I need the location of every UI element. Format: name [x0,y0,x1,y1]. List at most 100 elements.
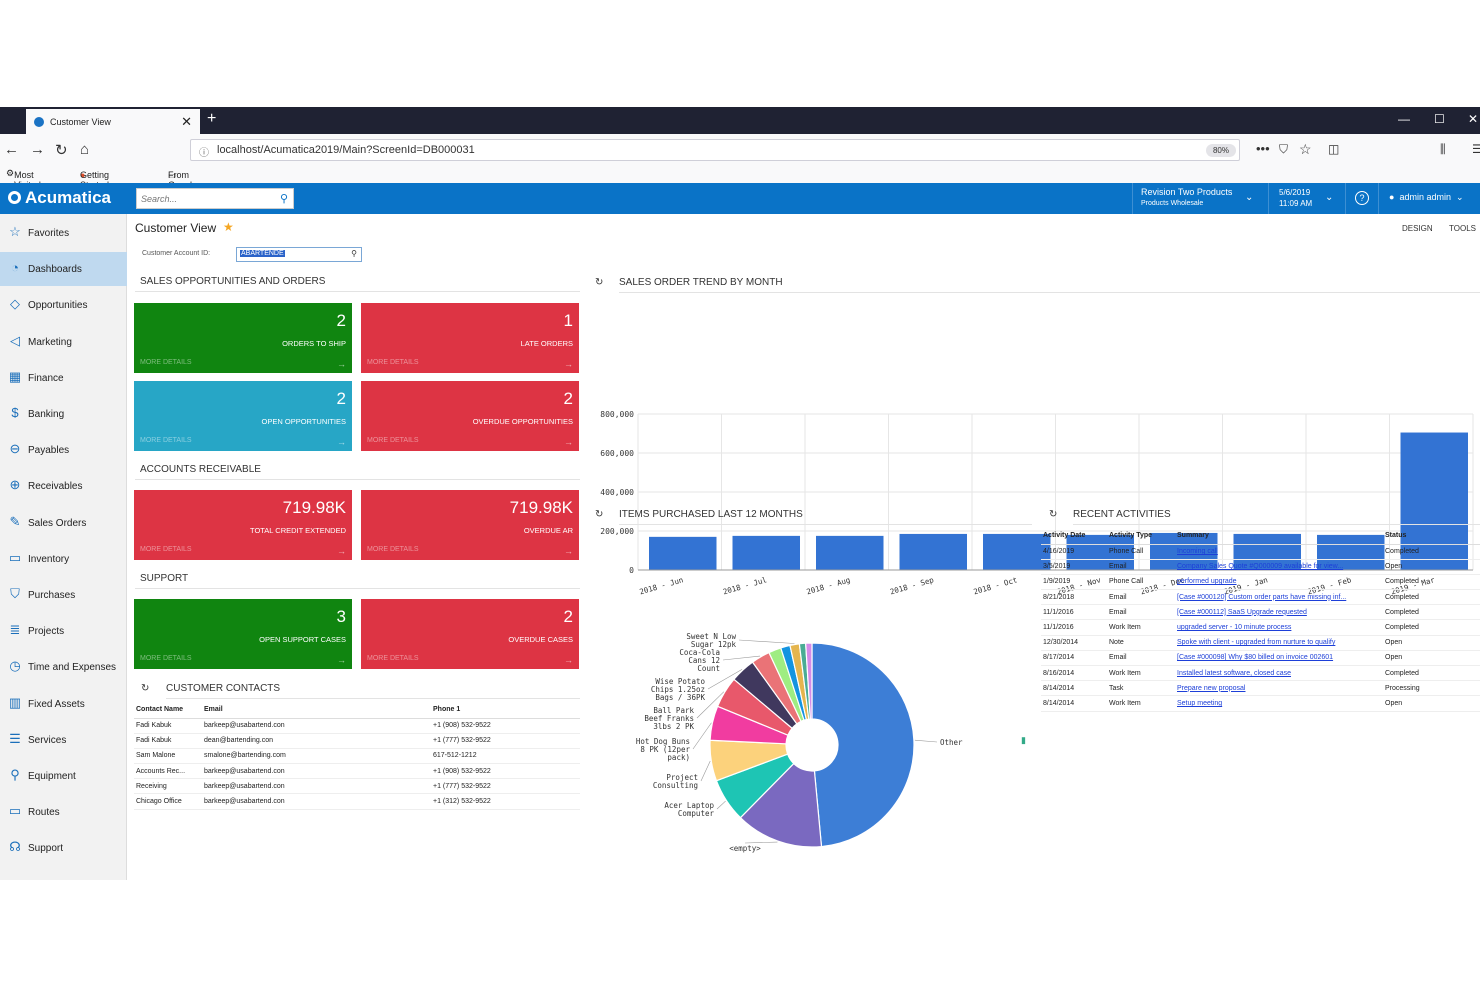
chart-export-icon[interactable]: ▮ [1021,735,1026,745]
bar[interactable] [899,533,968,570]
table-row[interactable]: 8/21/2018 Email [Case #000120] Custom orde… [1041,589,1480,606]
activity-summary-link[interactable]: Installed latest software, closed case [1175,665,1383,682]
activity-summary-link[interactable]: performed upgrade [1175,574,1383,591]
column-header[interactable]: Email [202,702,431,719]
refresh-icon[interactable]: ↻ [1049,509,1058,520]
table-cell[interactable]: 8/21/2018 [1041,589,1107,606]
table-cell[interactable]: Open [1383,559,1480,575]
open-opportunities-tile[interactable]: 2 OPEN OPPORTUNITIES MORE DETAILS → [134,381,352,451]
table-cell[interactable]: 1/9/2019 [1041,574,1107,591]
overdue-opportunities-tile[interactable]: 2 OVERDUE OPPORTUNITIES MORE DETAILS → [361,381,579,451]
forward-icon[interactable]: → [30,141,45,158]
table-cell[interactable]: Open [1383,635,1480,651]
new-tab-icon[interactable]: + [207,110,217,127]
more-details-link[interactable]: MORE DETAILS [140,437,192,444]
table-cell[interactable]: Email [1107,559,1175,575]
table-cell[interactable]: Completed [1383,665,1480,682]
search-icon[interactable]: ⚲ [279,193,288,205]
late-orders-tile[interactable]: 1 LATE ORDERS MORE DETAILS → [361,303,579,373]
sidebar-item-fixed-assets[interactable]: ▥ Fixed Assets [0,687,127,721]
sidebar-item-equipment[interactable]: ⚲ Equipment [0,759,127,793]
sidebar-item-dashboards[interactable]: ◔ Dashboards [0,252,127,287]
table-cell[interactable]: 617-512-1212 [431,748,580,765]
chevron-down-icon[interactable]: ⌄ [1245,192,1254,203]
table-cell[interactable]: 8/14/2014 [1041,680,1107,697]
refresh-icon[interactable]: ↻ [141,683,150,694]
table-cell[interactable]: Open [1383,695,1480,712]
activity-summary-link[interactable]: [Case #000112] SaaS Upgrade requested [1175,604,1383,621]
orders-to-ship-tile[interactable]: 2 ORDERS TO SHIP MORE DETAILS → [134,303,352,373]
more-details-link[interactable]: MORE DETAILS [367,437,419,444]
table-cell[interactable]: Work Item [1107,695,1175,712]
column-header[interactable]: Contact Name [134,702,202,719]
bar[interactable] [983,533,1051,570]
table-cell[interactable]: Sam Malone [134,748,202,765]
page-actions-icon[interactable]: ••• [1256,141,1270,156]
table-cell[interactable]: Chicago Office [134,793,202,810]
table-cell[interactable]: 12/30/2014 [1041,635,1107,651]
pie-slice[interactable] [805,642,813,720]
table-cell[interactable]: 8/16/2014 [1041,665,1107,682]
refresh-icon[interactable]: ↻ [595,509,604,520]
table-cell[interactable]: Completed [1383,589,1480,606]
favorite-star-icon[interactable]: ★ [223,220,234,234]
address-bar[interactable]: ⓘ localhost/Acumatica2019/Main?ScreenId=… [190,139,1312,161]
table-cell[interactable]: Fadi Kabuk [134,718,202,734]
help-icon[interactable]: ? [1355,191,1369,205]
more-details-link[interactable]: MORE DETAILS [367,359,419,366]
overdue-ar-tile[interactable]: 719.98K OVERDUE AR MORE DETAILS → [361,490,579,560]
more-details-link[interactable]: MORE DETAILS [140,655,192,662]
table-cell[interactable]: 3/5/2019 [1041,559,1107,575]
more-details-link[interactable]: MORE DETAILS [367,546,419,553]
tools-button[interactable]: TOOLS [1449,224,1476,233]
menu-icon[interactable]: ☰ [1472,142,1480,156]
bar[interactable] [816,535,884,570]
search-icon[interactable]: ⚲ [351,249,357,258]
sidebar-item-finance[interactable]: ▦ Finance [0,361,127,395]
table-cell[interactable]: +1 (777) 532-9522 [431,778,580,795]
design-button[interactable]: DESIGN [1402,224,1433,233]
back-icon[interactable]: ← [4,141,19,158]
table-cell[interactable]: Phone Call [1107,544,1175,560]
arrow-right-icon[interactable]: → [564,655,573,665]
table-cell[interactable]: 8/14/2014 [1041,695,1107,712]
activity-summary-link[interactable]: Company Sales Quote #Q000009 available f… [1175,559,1383,575]
table-cell[interactable]: Receiving [134,778,202,795]
total-credit-tile[interactable]: 719.98K TOTAL CREDIT EXTENDED MORE DETAI… [134,490,352,560]
arrow-right-icon[interactable]: → [564,546,573,556]
maximize-icon[interactable]: ☐ [1434,112,1445,126]
chevron-down-icon[interactable]: ⌄ [1325,192,1334,203]
table-cell[interactable]: Open [1383,650,1480,667]
arrow-right-icon[interactable]: → [337,655,346,665]
table-cell[interactable]: Work Item [1107,665,1175,682]
table-cell[interactable]: Work Item [1107,619,1175,636]
table-row[interactable]: 1/9/2019 Phone Call performed upgrade Compl… [1041,574,1480,591]
activity-summary-link[interactable]: [Case #000120] Custom order parts have m… [1175,589,1383,606]
table-row[interactable]: Fadi Kabuk barkeep@usabartend.con +1 (908)… [134,718,580,734]
column-header[interactable]: Activity Type [1107,528,1175,545]
home-icon[interactable]: ⌂ [80,141,90,158]
table-row[interactable]: 8/14/2014 Work Item Setup meeting Open [1041,695,1480,712]
activity-summary-link[interactable]: [Case #000098] Why $80 billed on invoice… [1175,650,1383,667]
activity-summary-link[interactable]: Setup meeting [1175,695,1383,712]
table-cell[interactable]: barkeep@usabartend.con [202,793,431,810]
table-row[interactable]: Receiving barkeep@usabartend.con +1 (777) … [134,778,580,795]
table-row[interactable]: 12/30/2014 Note Spoke with client - upgrad… [1041,635,1480,651]
close-tab-icon[interactable]: ✕ [181,114,192,129]
window-close-icon[interactable]: ✕ [1468,112,1479,126]
customer-account-value[interactable]: ABARTENDE [240,250,285,257]
table-row[interactable]: 11/1/2016 Work Item upgraded server - 10 m… [1041,619,1480,636]
table-cell[interactable]: Completed [1383,604,1480,621]
table-cell[interactable]: Processing [1383,680,1480,697]
sidebar-item-sales-orders[interactable]: ✎ Sales Orders [0,506,127,540]
table-cell[interactable]: barkeep@usabartend.con [202,763,431,780]
pie-slice[interactable] [739,762,823,848]
arrow-right-icon[interactable]: → [337,437,346,447]
minimize-icon[interactable]: — [1398,112,1410,126]
sidebar-item-favorites[interactable]: ☆ Favorites [0,216,127,250]
arrow-right-icon[interactable]: → [564,437,573,447]
pocket-icon[interactable]: ⛉ [1279,142,1289,156]
sidebar-item-services[interactable]: ☰ Services [0,723,127,757]
bar[interactable] [732,535,801,570]
refresh-icon[interactable]: ↻ [595,277,604,288]
